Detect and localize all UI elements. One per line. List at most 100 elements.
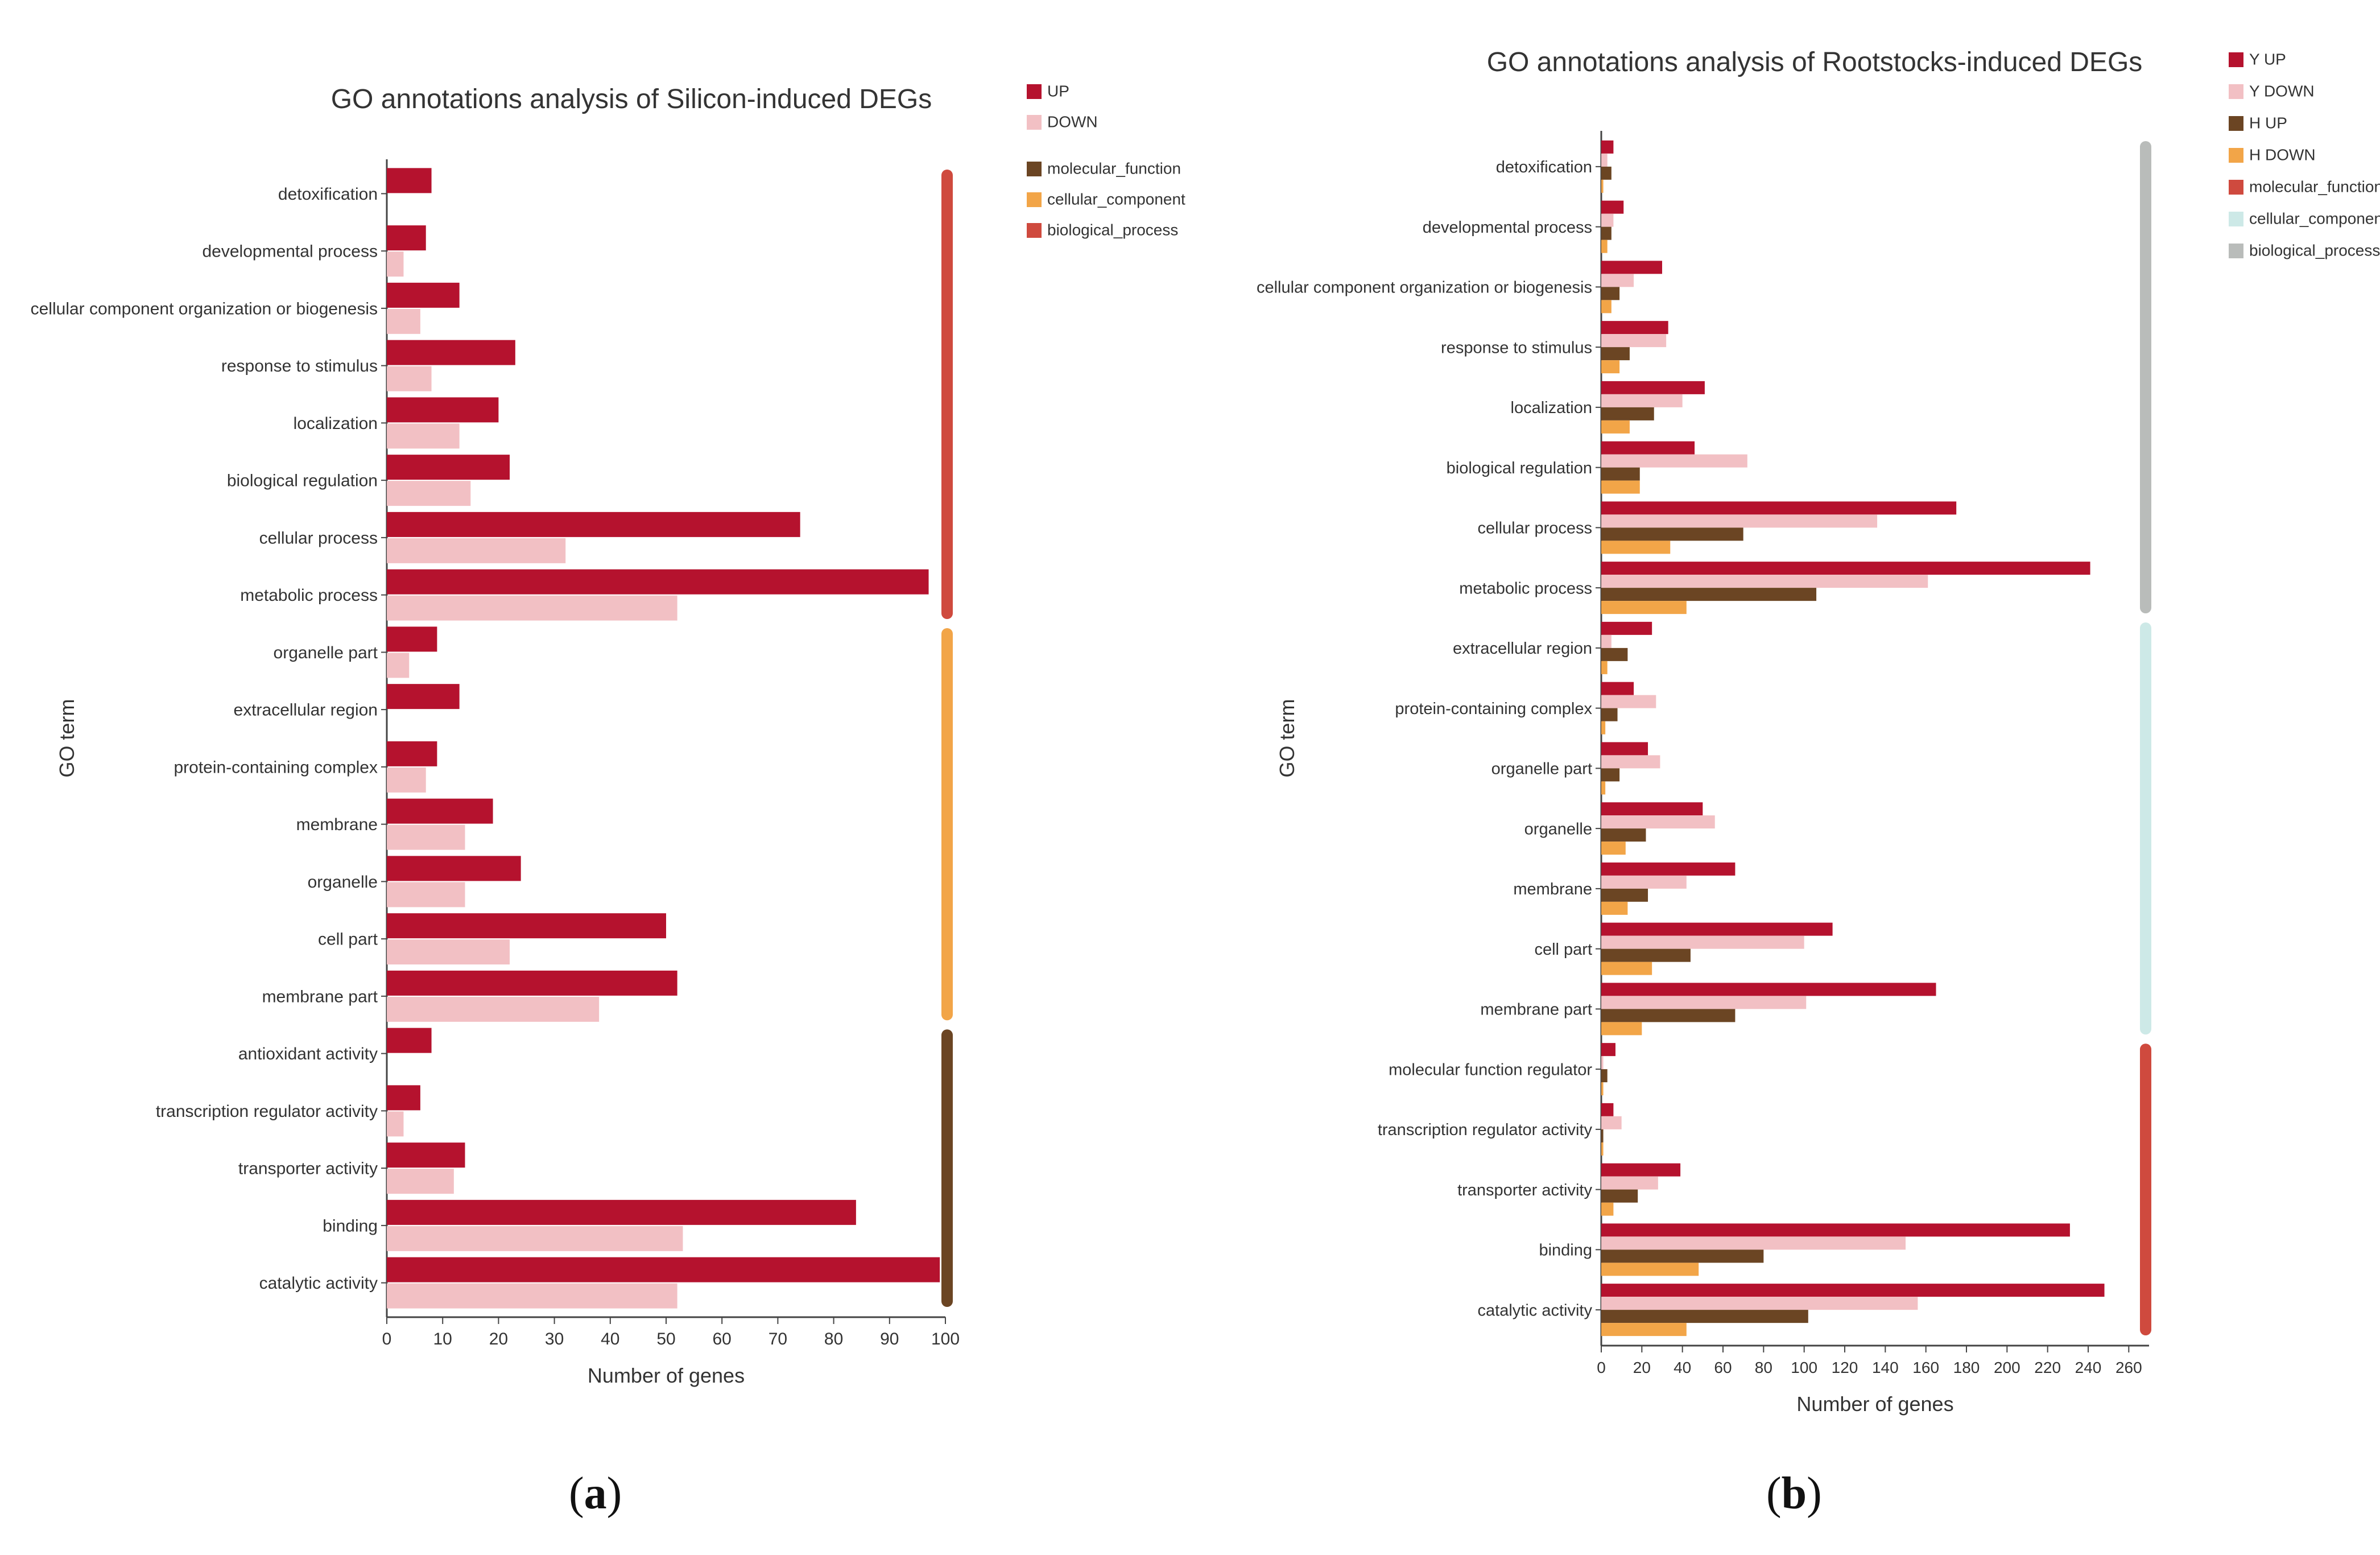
x-tick-label-b-7: 140	[1872, 1359, 1899, 1376]
legend-label-b-1: Y DOWN	[2249, 82, 2315, 100]
category-label-b-5: biological regulation	[1447, 459, 1592, 477]
bar-b-19-3	[1601, 1323, 1687, 1337]
legend-swatch-b-1	[2229, 84, 2243, 99]
bar-b-10-1	[1601, 755, 1660, 769]
bar-b-3-1	[1601, 334, 1667, 348]
x-tick-label-a-9: 90	[880, 1330, 899, 1348]
category-label-b-2: cellular component organization or bioge…	[1257, 279, 1592, 297]
category-label-b-1: developmental process	[1423, 218, 1592, 237]
bar-b-13-1	[1601, 935, 1804, 949]
bar-a-16-0	[387, 1085, 420, 1111]
category-label-b-11: organelle	[1524, 820, 1592, 838]
bar-b-8-1	[1601, 634, 1612, 648]
category-label-a-9: extracellular region	[234, 701, 378, 720]
bar-a-10-0	[387, 741, 437, 766]
bar-b-3-3	[1601, 360, 1620, 374]
bar-a-1-0	[387, 225, 426, 251]
caption-b-close: )	[1807, 1469, 1822, 1519]
caption-a: (a)	[569, 1468, 622, 1520]
bar-b-10-0	[1601, 742, 1648, 756]
category-label-b-13: cell part	[1534, 941, 1592, 959]
bar-a-3-1	[387, 366, 432, 391]
group-bar-b-cellular_component	[2140, 622, 2151, 1035]
category-label-a-4: localization	[294, 414, 378, 433]
bar-b-2-0	[1601, 261, 1662, 274]
x-tick-label-b-2: 40	[1674, 1359, 1691, 1376]
bar-a-18-0	[387, 1199, 856, 1225]
bar-b-13-3	[1601, 962, 1652, 975]
bar-b-1-3	[1601, 240, 1608, 253]
bar-b-12-2	[1601, 888, 1648, 902]
bar-b-13-0	[1601, 922, 1833, 936]
bar-b-2-1	[1601, 274, 1634, 287]
group-bar-b-molecular_function	[2140, 1043, 2151, 1335]
bar-b-10-2	[1601, 768, 1620, 782]
bar-b-16-0	[1601, 1103, 1614, 1116]
category-label-a-15: antioxidant activity	[238, 1045, 378, 1063]
bar-a-14-0	[387, 970, 677, 996]
category-label-a-12: organelle	[308, 873, 378, 892]
category-label-a-17: transporter activity	[238, 1160, 378, 1178]
x-tick-label-b-0: 0	[1597, 1359, 1606, 1376]
bar-b-5-2	[1601, 467, 1640, 481]
bar-b-0-1	[1601, 153, 1608, 167]
caption-b: (b)	[1766, 1468, 1822, 1520]
category-label-a-8: organelle part	[274, 644, 378, 662]
category-label-a-14: membrane part	[262, 987, 378, 1006]
legend-swatch-b-4	[2229, 180, 2243, 195]
bar-a-18-1	[387, 1226, 683, 1251]
bar-b-9-0	[1601, 682, 1634, 695]
bar-b-7-0	[1601, 562, 2090, 575]
chart-panel-a: GO annotations analysis of Silicon-induc…	[31, 82, 1185, 1387]
bar-b-8-0	[1601, 621, 1652, 635]
bar-b-1-1	[1601, 213, 1614, 227]
group-bar-a-biological_process	[941, 170, 953, 619]
category-label-a-13: cell part	[318, 930, 378, 949]
legend-label-b-4: molecular_function	[2249, 178, 2380, 195]
bar-b-19-0	[1601, 1284, 2105, 1297]
bar-a-5-1	[387, 481, 471, 506]
bar-b-15-0	[1601, 1043, 1615, 1057]
x-tick-label-b-10: 200	[1994, 1359, 2020, 1376]
legend-swatch-b-0	[2229, 52, 2243, 67]
bar-b-18-1	[1601, 1236, 1906, 1250]
category-label-b-8: extracellular region	[1453, 640, 1592, 658]
bar-a-14-1	[387, 996, 600, 1022]
category-label-a-3: response to stimulus	[221, 357, 378, 376]
bar-a-6-1	[387, 538, 566, 563]
bar-b-17-0	[1601, 1163, 1681, 1177]
category-label-a-2: cellular component organization or bioge…	[31, 299, 378, 318]
legend-label-b-6: biological_process	[2249, 241, 2380, 259]
caption-a-close: )	[606, 1469, 622, 1519]
bar-b-11-3	[1601, 842, 1626, 855]
bar-b-4-1	[1601, 394, 1683, 407]
x-tick-label-a-2: 20	[489, 1330, 508, 1348]
x-tick-label-b-8: 160	[1912, 1359, 1939, 1376]
chart-title-b: GO annotations analysis of Rootstocks-in…	[1487, 47, 2143, 77]
bar-b-19-2	[1601, 1310, 1808, 1323]
bar-a-12-1	[387, 882, 465, 908]
bar-b-3-2	[1601, 347, 1630, 361]
x-tick-label-b-9: 180	[1953, 1359, 1980, 1376]
bar-b-18-3	[1601, 1263, 1699, 1276]
legend-swatch-a-4	[1027, 223, 1042, 238]
bar-b-2-3	[1601, 300, 1612, 314]
bar-b-0-2	[1601, 166, 1612, 180]
bar-b-18-2	[1601, 1249, 1764, 1263]
bar-a-10-1	[387, 767, 426, 793]
bar-b-11-2	[1601, 828, 1646, 842]
bar-b-6-1	[1601, 514, 1878, 528]
bar-b-15-2	[1601, 1069, 1608, 1083]
bar-b-7-2	[1601, 588, 1817, 601]
bar-a-1-1	[387, 251, 404, 277]
bar-b-6-0	[1601, 501, 1957, 515]
x-tick-label-a-0: 0	[382, 1330, 392, 1348]
legend-label-a-1: DOWN	[1047, 113, 1098, 130]
bar-a-11-1	[387, 824, 465, 850]
x-tick-label-a-5: 50	[656, 1330, 675, 1348]
bar-b-17-3	[1601, 1202, 1614, 1216]
bar-b-0-0	[1601, 140, 1614, 154]
bar-a-8-0	[387, 626, 437, 652]
bar-a-11-0	[387, 798, 493, 824]
